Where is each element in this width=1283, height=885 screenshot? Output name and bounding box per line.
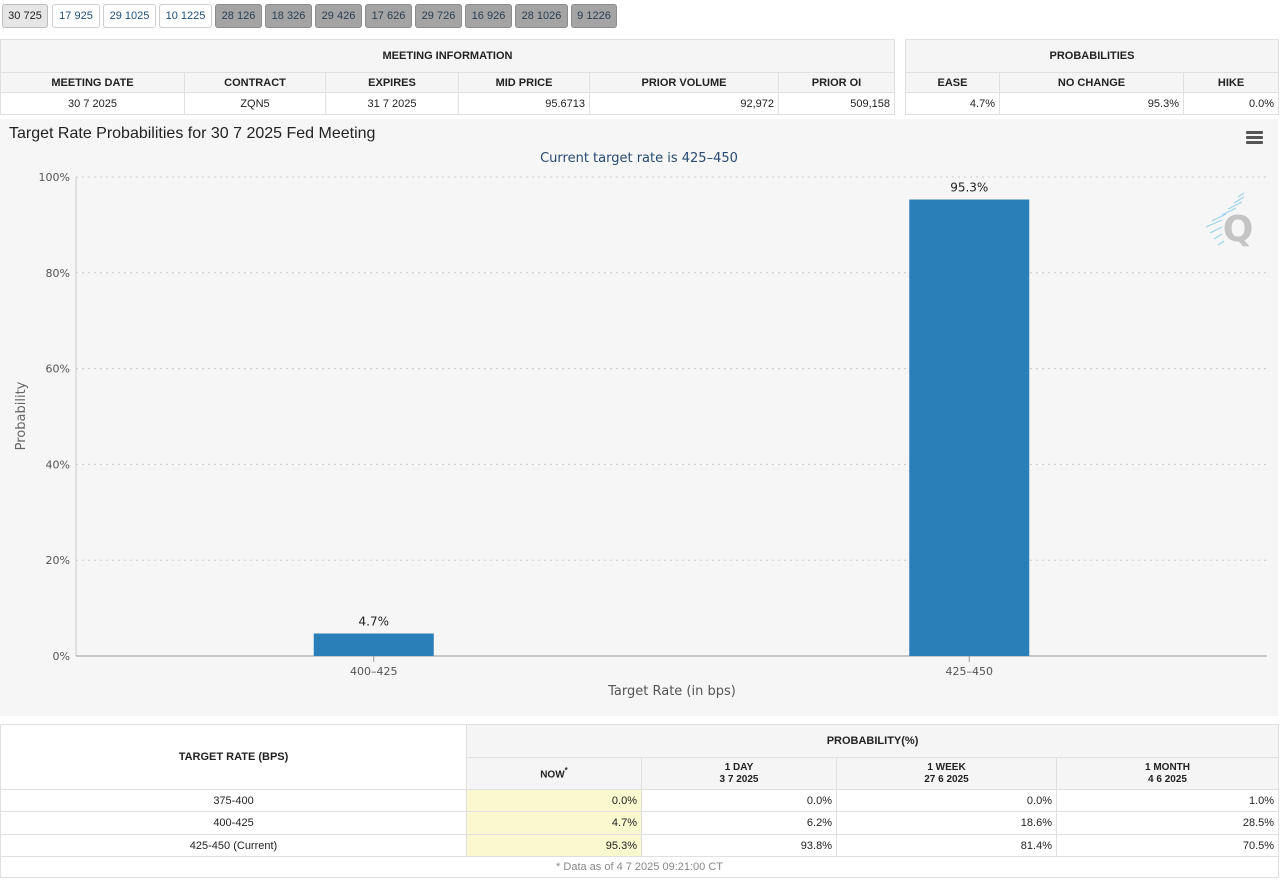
tab-meeting[interactable]: 18 326 [265,4,312,28]
y-tick-label: 60% [46,363,70,376]
prior-volume-value: 92,972 [589,92,779,115]
column-header: EASE [905,72,1000,93]
column-header: MEETING DATE [0,72,185,93]
data-timestamp-footnote: * Data as of 4 7 2025 09:21:00 CT [0,856,1280,878]
target-rate-cell: 400-425 [0,811,467,835]
svg-text:Q: Q [1223,209,1254,250]
x-tick-label: 425–450 [946,665,994,678]
target-rate-cell: 375-400 [0,789,467,812]
column-header: PRIOR OI [778,72,895,93]
chart-panel: Target Rate Probabilities for 30 7 2025 … [0,119,1278,716]
y-tick-label: 0% [53,650,70,663]
x-tick-label: 400–425 [350,665,398,678]
meeting-information-header: MEETING INFORMATION [0,39,895,73]
one-month-cell: 70.5% [1055,834,1280,857]
column-header: CONTRACT [184,72,326,93]
hamburger-menu-icon[interactable] [1246,131,1263,145]
bar-data-label: 95.3% [950,181,988,195]
probability-header: PROBABILITY(%) [465,724,1280,758]
one-day-cell: 0.0% [641,789,837,812]
now-cell: 0.0% [466,789,642,812]
now-cell: 95.3% [466,834,642,857]
probabilities-table: PROBABILITIES EASE NO CHANGE HIKE 4.7% 9… [904,39,1280,115]
y-tick-label: 40% [46,458,70,471]
expires-value: 31 7 2025 [325,92,459,115]
meeting-date-value: 30 7 2025 [0,92,185,115]
table-row: 375-400 0.0% 0.0% 0.0% 1.0% [0,789,1280,812]
one-day-cell: 93.8% [641,834,837,857]
ease-value: 4.7% [905,92,1000,115]
one-day-column-header: 1 DAY 3 7 2025 [641,757,837,790]
tab-meeting[interactable]: 17 626 [365,4,412,28]
tab-meeting[interactable]: 28 126 [215,4,262,28]
no-change-value: 95.3% [999,92,1184,115]
table-row: 425-450 (Current) 95.3% 93.8% 81.4% 70.5… [0,834,1280,857]
tab-meeting[interactable]: 9 1226 [571,4,617,28]
table-row: 400-425 4.7% 6.2% 18.6% 28.5% [0,811,1280,835]
target-rate-probability-table: TARGET RATE (BPS) PROBABILITY(%) NOW* 1 … [0,724,1280,878]
column-header-line2: 3 7 2025 [719,773,759,785]
x-axis-title: Target Rate (in bps) [607,684,736,699]
one-month-cell: 28.5% [1055,811,1280,835]
bar[interactable] [909,199,1030,656]
now-footnote-mark: * [564,766,568,776]
tab-meeting[interactable]: 29 726 [415,4,462,28]
column-header-line2: 4 6 2025 [1148,773,1187,785]
hike-value: 0.0% [1182,92,1280,115]
one-week-column-header: 1 WEEK 27 6 2025 [836,757,1057,790]
tab-meeting[interactable]: 16 926 [465,4,512,28]
meeting-information-table: MEETING INFORMATION MEETING DATE CONTRAC… [0,39,895,115]
one-month-cell: 1.0% [1055,789,1280,812]
prior-oi-value: 509,158 [778,92,895,115]
y-tick-label: 100% [39,171,70,184]
one-day-cell: 6.2% [641,811,837,835]
q-logo-icon: Q [1205,192,1254,250]
column-header: MID PRICE [458,72,590,93]
column-header-line1: 1 DAY [724,761,754,773]
one-week-cell: 18.6% [836,811,1057,835]
tab-meeting[interactable]: 10 1225 [159,4,212,28]
tab-meeting[interactable]: 30 725 [2,4,48,28]
column-header-line2: 27 6 2025 [924,773,969,785]
mid-price-value: 95.6713 [458,92,590,115]
y-tick-label: 80% [46,267,70,280]
now-cell: 4.7% [466,811,642,835]
bar[interactable] [313,633,434,656]
column-header-line1: 1 WEEK [927,761,966,773]
y-axis-title: Probability [14,381,29,450]
y-tick-label: 20% [46,554,70,567]
target-rate-header: TARGET RATE (BPS) [0,724,467,790]
one-week-cell: 0.0% [836,789,1057,812]
column-header-line1: 1 MONTH [1145,761,1191,773]
chart-subtitle: Current target rate is 425–450 [540,151,738,166]
tab-meeting[interactable]: 29 1025 [103,4,156,28]
column-header: HIKE [1182,72,1280,93]
now-column-header: NOW* [466,757,642,790]
column-header: EXPIRES [325,72,459,93]
tab-meeting[interactable]: 28 1026 [515,4,568,28]
probabilities-header: PROBABILITIES [904,39,1280,73]
column-header: PRIOR VOLUME [589,72,779,93]
tab-meeting[interactable]: 29 426 [315,4,362,28]
bar-chart: 0% 20% 40% 60% 80% 100% 4.7% 400–425 95.3% 425–45… [14,171,1267,699]
one-month-column-header: 1 MONTH 4 6 2025 [1055,757,1280,790]
chart-title: Target Rate Probabilities for 30 7 2025 … [9,125,376,142]
one-week-cell: 81.4% [836,834,1057,857]
column-header: NO CHANGE [999,72,1184,93]
now-label: NOW [540,769,565,781]
bar-data-label: 4.7% [359,614,390,628]
target-rate-cell: 425-450 (Current) [0,834,467,857]
tab-meeting[interactable]: 17 925 [52,4,100,28]
contract-value: ZQN5 [184,92,326,115]
